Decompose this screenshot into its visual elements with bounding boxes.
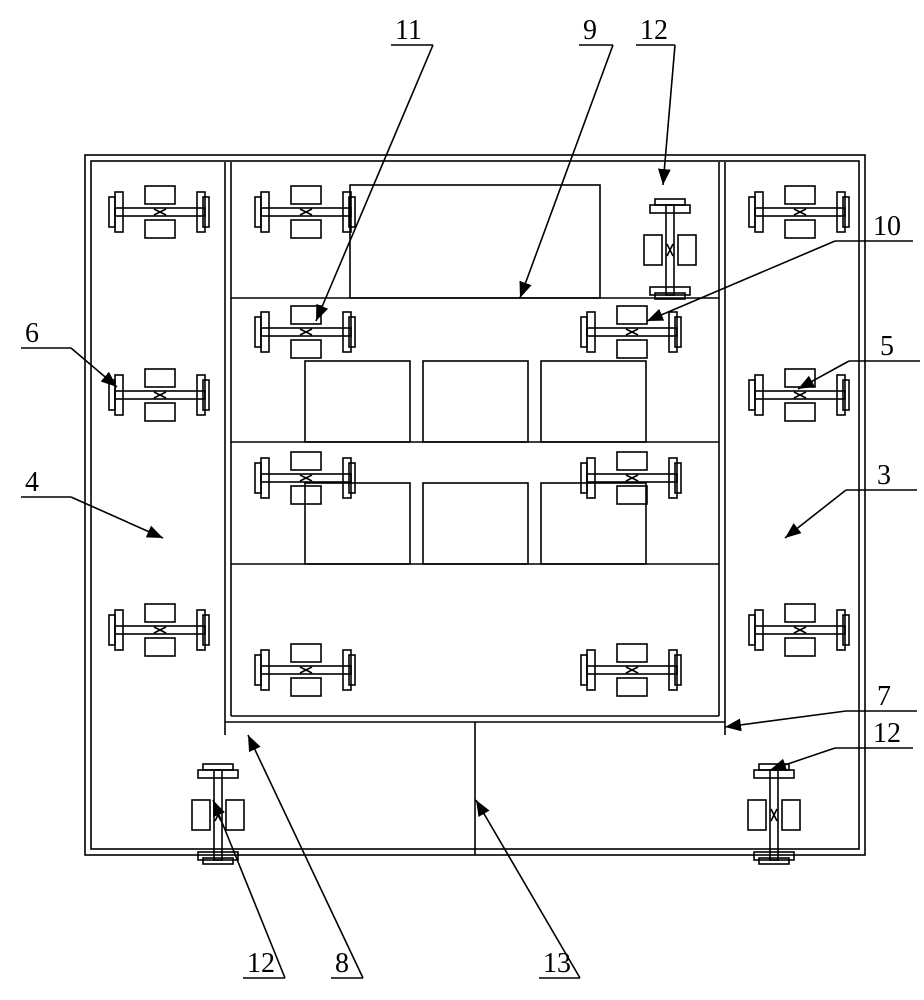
- callout-6: 6: [25, 318, 39, 350]
- callout-12c: 12: [247, 948, 275, 980]
- callout-7: 7: [877, 681, 891, 713]
- callout-3: 3: [877, 460, 891, 492]
- callout-9: 9: [583, 15, 597, 47]
- callout-12a: 12: [640, 15, 668, 47]
- callout-10: 10: [873, 211, 901, 243]
- callout-5: 5: [880, 331, 894, 363]
- callout-12b: 12: [873, 718, 901, 750]
- callout-8: 8: [335, 948, 349, 980]
- callout-13: 13: [543, 948, 571, 980]
- callout-4: 4: [25, 467, 39, 499]
- callout-11: 11: [395, 15, 422, 47]
- technical-diagram: [0, 0, 924, 1000]
